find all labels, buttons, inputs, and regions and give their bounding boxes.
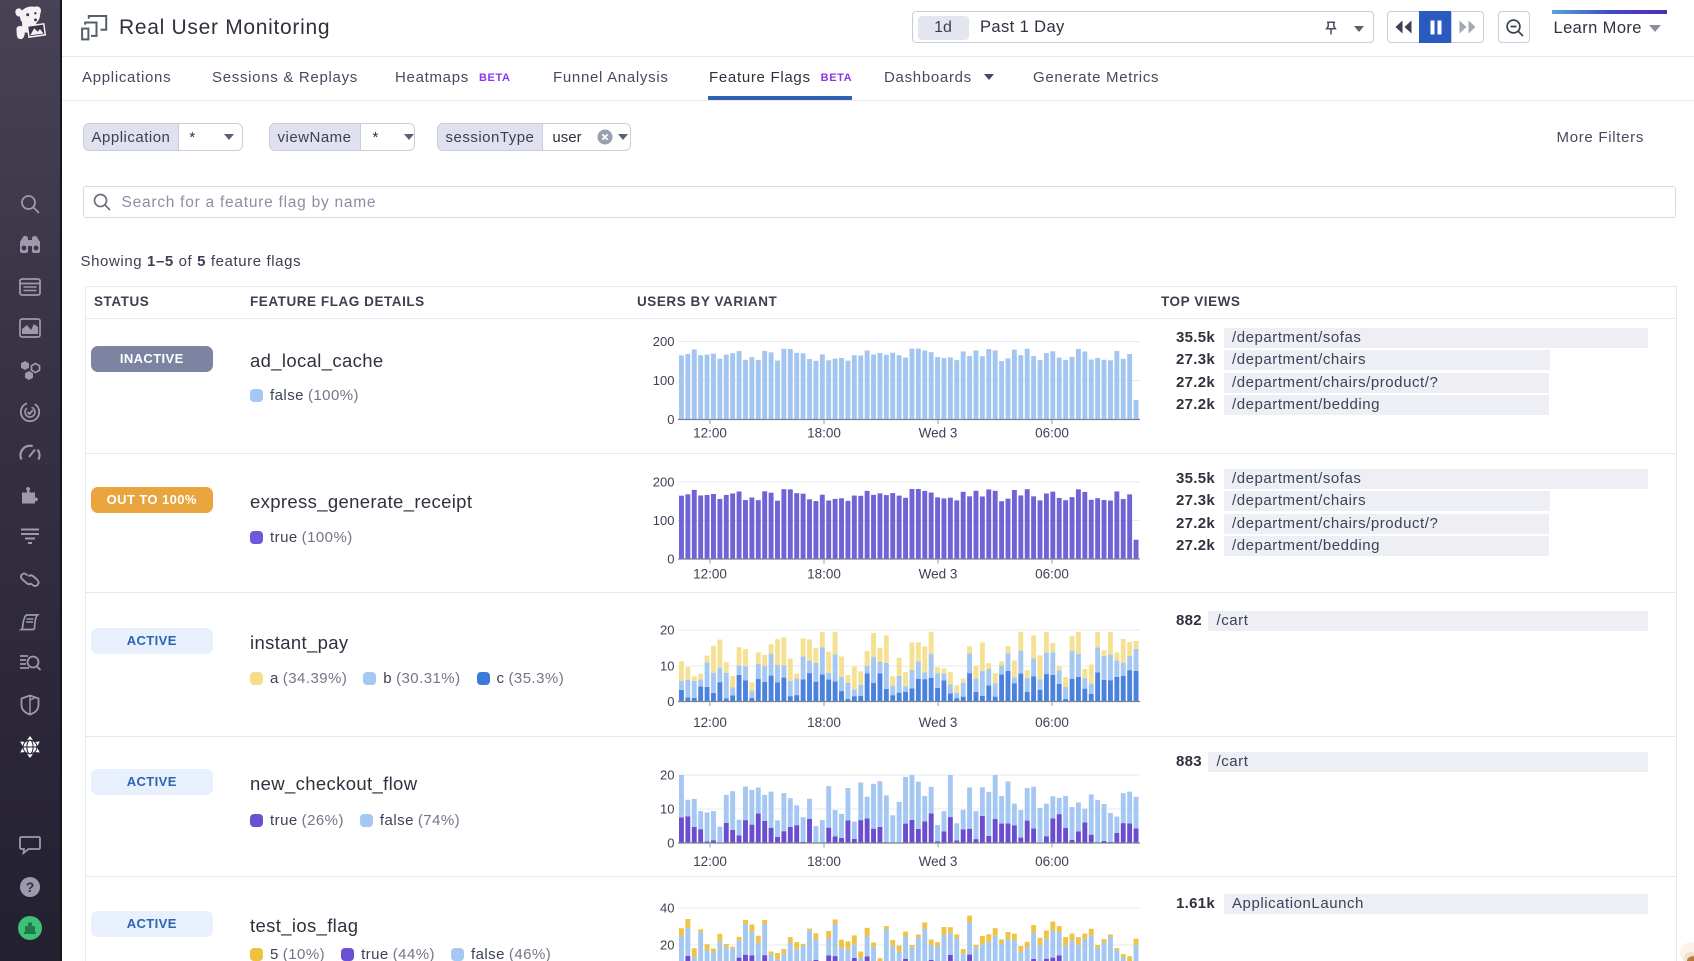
svg-text:200: 200 [653,475,675,490]
svg-text:?: ? [26,879,35,895]
svg-text:18:00: 18:00 [807,426,841,441]
svg-text:12:00: 12:00 [693,854,727,867]
svg-text:100: 100 [653,373,675,388]
svg-text:10: 10 [660,802,674,817]
svg-text:18:00: 18:00 [807,567,841,582]
svg-text:0: 0 [667,694,674,709]
svg-text:Wed 3: Wed 3 [919,567,958,582]
svg-text:18:00: 18:00 [807,715,841,730]
svg-text:0: 0 [667,552,674,567]
svg-text:12:00: 12:00 [693,567,727,582]
svg-text:40: 40 [660,901,674,916]
svg-text:100: 100 [653,513,675,528]
svg-text:12:00: 12:00 [693,426,727,441]
svg-text:Wed 3: Wed 3 [919,426,958,441]
svg-text:200: 200 [653,334,675,349]
svg-text:20: 20 [660,938,674,953]
svg-text:10: 10 [660,659,674,674]
svg-text:06:00: 06:00 [1035,715,1069,730]
svg-text:0: 0 [667,412,674,427]
svg-text:0: 0 [667,836,674,851]
svg-text:20: 20 [660,768,674,783]
svg-text:Wed 3: Wed 3 [919,715,958,730]
svg-text:18:00: 18:00 [807,854,841,867]
svg-text:06:00: 06:00 [1035,567,1069,582]
svg-text:20: 20 [660,623,674,638]
svg-text:12:00: 12:00 [693,715,727,730]
svg-text:Wed 3: Wed 3 [919,854,958,867]
svg-text:06:00: 06:00 [1035,854,1069,867]
svg-text:06:00: 06:00 [1035,426,1069,441]
